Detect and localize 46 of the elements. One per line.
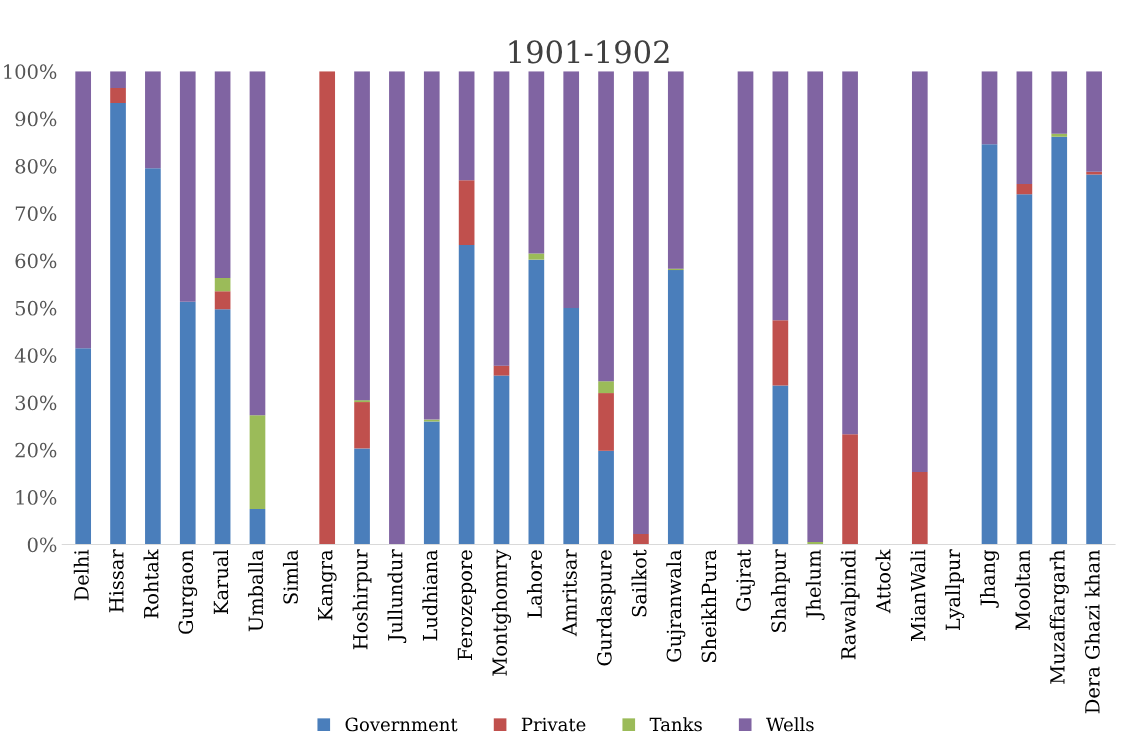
y-tick-label: 30% xyxy=(15,395,57,411)
y-tick-label: 10% xyxy=(16,490,57,505)
x-tick-label: Kangra xyxy=(318,549,337,621)
y-tick-label: 20% xyxy=(15,442,57,458)
chart-title: 1901-1902 xyxy=(509,40,669,64)
x-tick-label: Hissar xyxy=(109,549,124,613)
y-tick-label: 80% xyxy=(15,158,57,174)
y-tick-label: 50% xyxy=(15,300,57,316)
y-tick-label: 70% xyxy=(15,206,57,221)
x-tick-label: Attock xyxy=(875,549,891,614)
legend-label: Tanks xyxy=(649,717,702,732)
x-tick-label: Simla xyxy=(282,549,298,604)
x-tick-label: Shahpur xyxy=(770,549,790,632)
x-tick-label: Jhelum xyxy=(805,549,825,620)
x-tick-label: Rohtak xyxy=(143,549,159,619)
legend-label: Government xyxy=(345,717,458,732)
x-tick-label: Delhi xyxy=(73,549,89,601)
x-tick-label: Jullundur xyxy=(387,549,407,644)
x-tick-label: Lahore xyxy=(526,550,542,618)
x-tick-label: MianWali xyxy=(910,549,926,641)
x-tick-label: Gujranwala xyxy=(666,549,686,662)
x-tick-label: SheikhPura xyxy=(701,549,717,663)
y-tick-label: 100% xyxy=(4,64,57,80)
y-tick-label: 90% xyxy=(15,111,57,127)
x-tick-label: Gujrat xyxy=(736,549,755,612)
x-tick-label: Sailkot xyxy=(631,549,647,617)
x-tick-label: Rawalpindi xyxy=(840,549,860,660)
x-tick-label: Umballa xyxy=(248,549,264,632)
y-tick-label: 0% xyxy=(27,537,57,553)
x-tick-label: Jhang xyxy=(979,549,1000,608)
x-tick-label: Muzaffargarh xyxy=(1049,549,1069,684)
x-tick-label: Gurgaon xyxy=(178,549,198,634)
y-tick-label: 40% xyxy=(14,348,57,363)
x-tick-label: Dera Ghazi khan xyxy=(1084,549,1100,714)
x-tick-label: Lyallpur xyxy=(945,549,965,631)
x-tick-label: Karual xyxy=(213,549,229,615)
x-tick-label: Amritsar xyxy=(562,549,577,637)
x-tick-label: Gurdaspure xyxy=(596,550,616,666)
x-tick-label: Mooltan xyxy=(1014,549,1031,630)
x-tick-label: Hoshirpur xyxy=(352,549,372,650)
legend-label: Wells xyxy=(766,717,814,732)
x-tick-label: Ludhiana xyxy=(422,549,438,641)
legend-label: Private xyxy=(521,717,586,732)
x-tick-label: Ferozepore xyxy=(457,550,477,660)
x-tick-label: Montghomry xyxy=(491,549,512,676)
y-tick-label: 60% xyxy=(15,253,57,269)
